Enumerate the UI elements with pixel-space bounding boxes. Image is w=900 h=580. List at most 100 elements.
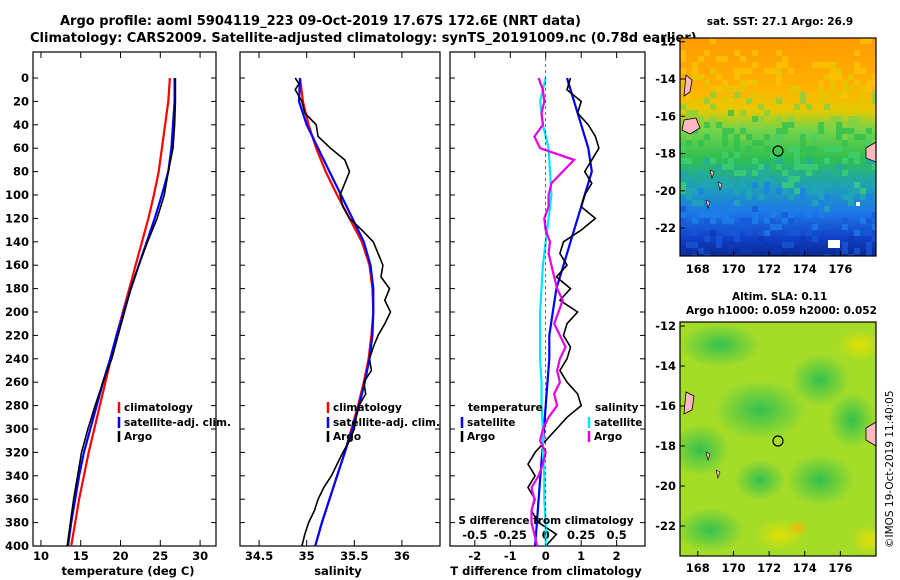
- depth-tick-label: 120: [5, 211, 29, 225]
- map-x-tick-label: 168: [686, 561, 710, 575]
- depth-tick-label: 300: [5, 422, 29, 436]
- sla-map-subtitle: Argo h1000: 0.059 h2000: 0.052: [686, 305, 877, 317]
- depth-tick-label: 40: [13, 118, 29, 132]
- x-tick-label: 25: [152, 549, 168, 563]
- salinity-series: [294, 77, 392, 547]
- map-x-tick-label: 170: [721, 561, 745, 575]
- x-tick-label: 35: [299, 549, 315, 563]
- legend-climatology-label: climatology: [124, 402, 193, 414]
- temperature-series: [66, 77, 177, 547]
- series-line-t-argo: [527, 77, 600, 547]
- map-y-tick-label: -20: [655, 184, 676, 198]
- legend-climatology-label: climatology: [333, 402, 402, 414]
- depth-tick-label: 220: [5, 328, 29, 342]
- map-x-tick-label: 174: [793, 262, 817, 276]
- depth-tick-label: 60: [13, 141, 29, 155]
- map-y-tick-label: -20: [655, 479, 676, 493]
- map-y-tick-label: -16: [655, 399, 676, 413]
- depth-tick-label: 200: [5, 305, 29, 319]
- x-tick-label: 2: [613, 549, 621, 563]
- depth-tick-label: 380: [5, 516, 29, 530]
- x-tick-label: 30: [192, 549, 208, 563]
- x-tick-label: 34.5: [245, 549, 273, 563]
- temperature-plot-frame: [32, 51, 217, 547]
- legend-t-argo-label: Argo: [467, 431, 495, 443]
- depth-tick-label: 140: [5, 235, 29, 249]
- sla-float-marker: [772, 435, 784, 447]
- difference-plot-frame: [449, 51, 646, 547]
- depth-tick-label: 240: [5, 352, 29, 366]
- map-y-tick-label: -14: [655, 359, 676, 373]
- sla-map-title: Altim. SLA: 0.11: [732, 291, 827, 303]
- x-tick-label: -1: [504, 549, 517, 563]
- x-tick-label: 15: [73, 549, 89, 563]
- temperature-xlabel: temperature (deg C): [61, 564, 194, 578]
- depth-tick-label: 0: [21, 71, 29, 85]
- depth-axis: 0 20 40 60 80 100 120 140 160 180 200 220 240 260 280 3…: [5, 71, 645, 553]
- map-x-tick-label: 170: [721, 262, 745, 276]
- legend-satellite-label: satellite-adj. clim.: [124, 417, 231, 429]
- map-y-tick-label: -18: [655, 439, 676, 453]
- map-x-tick-label: 174: [793, 561, 817, 575]
- map-x-tick-label: 172: [757, 262, 781, 276]
- depth-tick-label: 80: [13, 165, 29, 179]
- salinity-plot-frame: [239, 51, 441, 547]
- map-y-tick-label: -18: [655, 147, 676, 161]
- x-tick-label: 36: [394, 549, 410, 563]
- depth-tick-label: 280: [5, 399, 29, 413]
- sst-map-title: sat. SST: 27.1 Argo: 26.9: [707, 16, 853, 28]
- map-y-tick-label: -12: [655, 35, 676, 49]
- top-x-tick-label: -0.5: [462, 528, 487, 542]
- legend-temperature-title: temperature: [468, 402, 543, 414]
- difference-legend: temperature satellite Argo salinity sate…: [460, 402, 642, 443]
- top-x-tick-label: 0.25: [567, 528, 595, 542]
- x-tick-label: 1: [577, 549, 585, 563]
- difference-series: [527, 52, 600, 547]
- x-tick-label: -2: [468, 549, 481, 563]
- figure-title-line1: Argo profile: aoml 5904119_223 09-Oct-20…: [60, 14, 581, 29]
- series-line-argo: [66, 78, 177, 547]
- temperature-x-axis: 10 15 20 25 30: [33, 52, 208, 563]
- map-x-tick-label: 176: [828, 561, 852, 575]
- salinity-legend: climatology satellite-adj. clim. Argo: [326, 402, 440, 443]
- imos-credit: ©IMOS 19-Oct-2019 11:40:05: [884, 390, 896, 548]
- map-y-tick-label: -22: [655, 519, 676, 533]
- x-tick-label: 20: [113, 549, 129, 563]
- x-tick-label: 0: [542, 549, 550, 563]
- sla-map-frame: [679, 321, 877, 557]
- depth-tick-label: 160: [5, 258, 29, 272]
- depth-tick-label: 260: [5, 375, 29, 389]
- salinity-x-axis: 34.5 35 35.5 36: [245, 52, 410, 563]
- depth-tick-label: 180: [5, 282, 29, 296]
- map-x-tick-label: 172: [757, 561, 781, 575]
- depth-tick-label: 360: [5, 492, 29, 506]
- x-tick-label: 35.5: [340, 549, 368, 563]
- figure-title-line2: Climatology: CARS2009. Satellite-adjuste…: [30, 31, 697, 46]
- sst-map-frame: [679, 37, 877, 257]
- legend-argo-label: Argo: [333, 431, 361, 443]
- difference-xlabel: T difference from climatology: [450, 564, 642, 578]
- legend-salinity-title: salinity: [595, 402, 639, 414]
- series-line-satellite-adj-clim-: [297, 77, 375, 547]
- sst-map-image: [680, 38, 876, 256]
- map-x-tick-label: 176: [828, 262, 852, 276]
- salinity-xlabel: salinity: [314, 564, 362, 578]
- depth-tick-label: 100: [5, 188, 29, 202]
- sla-map-image: [680, 322, 876, 556]
- series-line-argo: [294, 77, 392, 547]
- sst-float-marker: [772, 145, 784, 157]
- depth-tick-label: 340: [5, 469, 29, 483]
- depth-tick-label: 400: [5, 539, 29, 553]
- x-tick-label: 10: [33, 549, 49, 563]
- map-axes: 168 170 172 174 176 -12 -14 -16 -18 -20 -22 168 170 1…: [655, 35, 852, 575]
- top-x-tick-label: -0.25: [494, 528, 527, 542]
- legend-s-argo-label: Argo: [594, 431, 622, 443]
- map-y-tick-label: -22: [655, 221, 676, 235]
- temperature-legend: climatology satellite-adj. clim. Argo: [117, 402, 231, 443]
- map-y-tick-label: -16: [655, 109, 676, 123]
- series-line-s-satellite: [538, 77, 553, 546]
- map-y-tick-label: -12: [655, 319, 676, 333]
- depth-tick-label: 20: [13, 94, 29, 108]
- series-line-climatology: [70, 77, 171, 547]
